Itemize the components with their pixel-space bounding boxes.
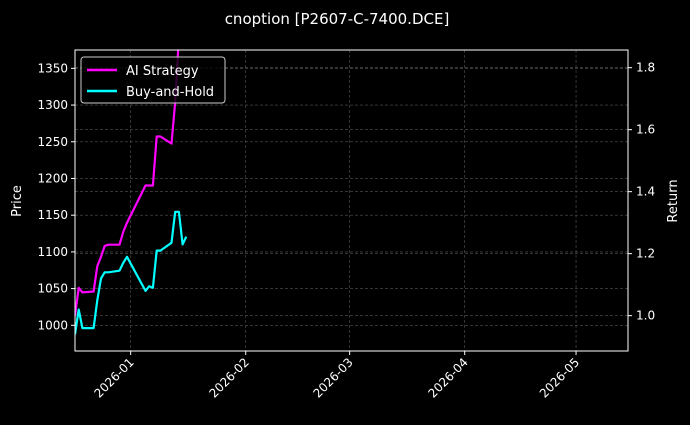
series-lines bbox=[75, 50, 188, 335]
series-line-buy-and-hold bbox=[75, 210, 188, 335]
x-tick-label: 2026-03 bbox=[310, 355, 355, 400]
legend: AI Strategy Buy-and-Hold bbox=[80, 56, 226, 104]
plot-frame bbox=[74, 49, 629, 352]
legend-label-buy-and-hold: Buy-and-Hold bbox=[126, 85, 214, 100]
chart-title: cnoption [P2607-C-7400.DCE] bbox=[225, 10, 450, 28]
y-tick-label-right: 1.0 bbox=[636, 309, 655, 323]
y-tick-label-left: 1050 bbox=[37, 282, 68, 296]
y-tick-label-left: 1200 bbox=[37, 171, 68, 185]
x-tick-label: 2026-02 bbox=[206, 355, 251, 400]
axes: 2026-01 2026-02 2026-03 2026-04 2026-05 1000 1… bbox=[37, 61, 655, 401]
y-tick-label-left: 1100 bbox=[37, 245, 68, 259]
x-tick-label: 2026-01 bbox=[91, 355, 136, 400]
y-tick-label-left: 1350 bbox=[37, 61, 68, 75]
x-tick-label: 2026-04 bbox=[425, 355, 470, 400]
y-tick-label-right: 1.4 bbox=[636, 185, 655, 199]
y-tick-label-right: 1.2 bbox=[636, 247, 655, 261]
y-tick-label-left: 1250 bbox=[37, 135, 68, 149]
y-axis-left-label: Price bbox=[10, 185, 25, 217]
series-line-ai-strategy bbox=[75, 50, 180, 316]
y-axis-right-label: Return bbox=[666, 179, 681, 222]
y-tick-label-left: 1300 bbox=[37, 98, 68, 112]
y-tick-label-right: 1.8 bbox=[636, 61, 655, 75]
legend-label-ai-strategy: AI Strategy bbox=[126, 64, 199, 79]
x-tick-label: 2026-05 bbox=[537, 355, 582, 400]
y-tick-label-left: 1150 bbox=[37, 208, 68, 222]
y-tick-label-right: 1.6 bbox=[636, 123, 655, 137]
y-tick-label-left: 1000 bbox=[37, 318, 68, 332]
